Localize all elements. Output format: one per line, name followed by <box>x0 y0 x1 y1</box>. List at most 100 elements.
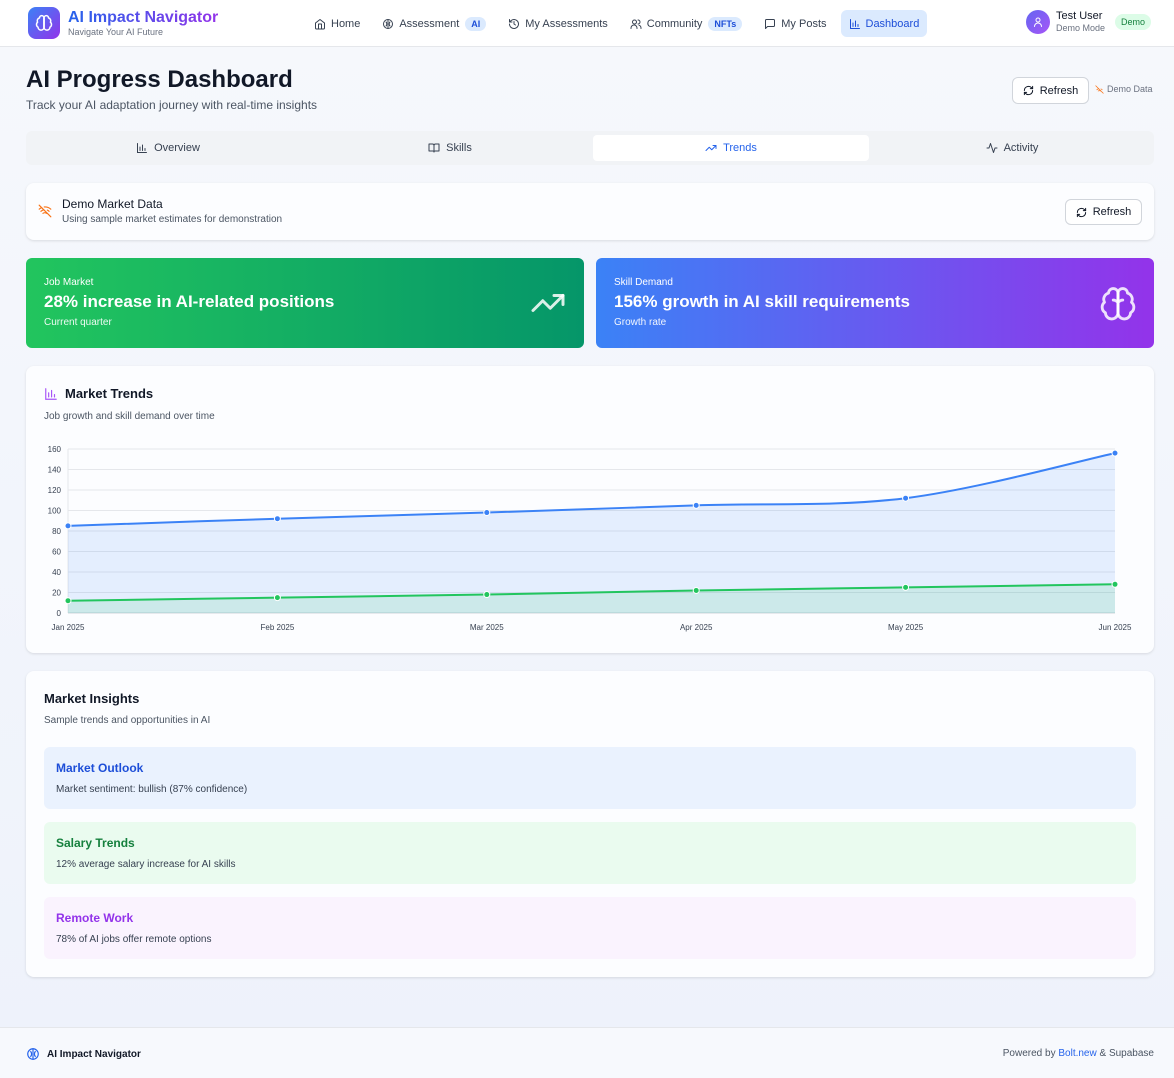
y-tick-label: 140 <box>48 466 62 475</box>
brain-icon <box>28 7 60 39</box>
footer-brand-label: AI Impact Navigator <box>47 1048 141 1060</box>
y-tick-label: 0 <box>57 609 62 618</box>
insight-title: Market Outlook <box>56 761 144 775</box>
data-point <box>692 501 700 509</box>
data-point <box>64 522 72 530</box>
nfts-badge: NFTs <box>708 16 743 31</box>
data-point <box>902 583 910 591</box>
bar-chart-icon <box>137 143 148 153</box>
market-trends-subtitle: Job growth and skill demand over time <box>44 411 215 422</box>
insights-subtitle: Sample trends and opportunities in AI <box>44 715 211 726</box>
brain-icon <box>1100 287 1136 321</box>
nav-assessment[interactable]: Assessment AI <box>374 10 494 37</box>
insight-title: Salary Trends <box>56 836 135 850</box>
nav-community[interactable]: Community NFTs <box>622 10 750 37</box>
tab-overview[interactable]: Overview <box>30 135 306 161</box>
home-icon <box>315 18 325 29</box>
market-trends-card: Market Trends Job growth and skill deman… <box>26 366 1154 653</box>
stat-value: 156% growth in AI skill requirements <box>614 292 911 311</box>
powered-by-prefix: Powered by <box>1002 1048 1056 1059</box>
nav-my-posts[interactable]: My Posts <box>756 10 834 37</box>
x-tick-label: May 2025 <box>888 623 924 632</box>
book-icon <box>428 143 440 153</box>
refresh-icon <box>1076 207 1086 217</box>
user-icon <box>1034 17 1042 27</box>
series-line <box>67 583 1116 602</box>
main-nav: Home Assessment AI My Assessments Commun… <box>306 10 933 37</box>
brain-icon <box>383 18 394 29</box>
data-point <box>273 594 281 602</box>
stat-value: 28% increase in AI-related positions <box>44 292 335 311</box>
insight-salary-trends: Salary Trends 12% average salary increas… <box>44 822 1136 884</box>
app-title: AI Impact Navigator <box>68 8 219 26</box>
job-market-card: Job Market 28% increase in AI-related po… <box>26 258 584 348</box>
nav-my-assessments-label: My Assessments <box>525 17 608 30</box>
insight-remote-work: Remote Work 78% of AI jobs offer remote … <box>44 897 1136 959</box>
y-tick-label: 80 <box>52 527 61 536</box>
demo-notice-title: Demo Market Data <box>62 197 163 211</box>
data-point <box>902 494 910 502</box>
ai-badge: AI <box>465 16 487 31</box>
insight-description: 78% of AI jobs offer remote options <box>56 934 212 945</box>
y-tick-label: 100 <box>48 507 62 516</box>
top-navigation-bar: AI Impact Navigator Navigate Your AI Fut… <box>0 0 1174 47</box>
insight-description: Market sentiment: bullish (87% confidenc… <box>56 784 248 795</box>
footer-brand[interactable]: AI Impact Navigator <box>26 1047 141 1061</box>
data-point <box>483 591 491 599</box>
tab-trends-label: Trends <box>723 142 757 154</box>
nav-my-posts-label: My Posts <box>781 17 827 30</box>
tab-skills-label: Skills <box>446 142 472 154</box>
data-point <box>692 586 700 594</box>
user-menu[interactable]: Test User Demo Mode Demo <box>1026 10 1152 34</box>
tab-trends[interactable]: Trends <box>593 135 869 161</box>
stat-note: Current quarter <box>44 317 112 328</box>
x-tick-label: Jun 2025 <box>1099 623 1132 632</box>
brand[interactable]: AI Impact Navigator Navigate Your AI Fut… <box>28 7 218 39</box>
user-mode: Demo Mode <box>1056 23 1106 33</box>
data-point <box>483 509 491 517</box>
footer: AI Impact Navigator Powered by Bolt.new … <box>0 1027 1174 1078</box>
app-subtitle: Navigate Your AI Future <box>68 26 164 37</box>
x-tick-label: Apr 2025 <box>680 623 713 632</box>
page-title: AI Progress Dashboard <box>26 66 293 93</box>
tab-activity[interactable]: Activity <box>874 135 1150 161</box>
demo-refresh-button[interactable]: Refresh <box>1065 199 1142 225</box>
insight-description: 12% average salary increase for AI skill… <box>56 859 236 870</box>
wifi-off-icon <box>38 204 52 218</box>
insight-title: Remote Work <box>56 911 134 925</box>
nav-community-label: Community <box>646 17 703 30</box>
nav-home[interactable]: Home <box>306 10 368 37</box>
data-point <box>1111 580 1119 588</box>
dashboard-tabs: Overview Skills Trends Activity <box>26 131 1154 165</box>
tab-skills[interactable]: Skills <box>312 135 588 161</box>
data-point <box>64 597 72 605</box>
footer-credits: Powered by Bolt.new & Supabase <box>1003 1048 1154 1059</box>
stat-label: Skill Demand <box>614 277 673 288</box>
y-tick-label: 60 <box>52 548 61 557</box>
y-tick-label: 120 <box>48 486 62 495</box>
demo-notice-card: Demo Market Data Using sample market est… <box>26 183 1154 240</box>
brain-icon <box>27 1048 39 1060</box>
insights-title: Market Insights <box>44 691 140 706</box>
nav-dashboard-label: Dashboard <box>865 17 920 30</box>
market-trends-title: Market Trends <box>65 386 154 401</box>
refresh-button-label: Refresh <box>1039 84 1079 97</box>
insight-market-outlook: Market Outlook Market sentiment: bullish… <box>44 747 1136 809</box>
bolt-link[interactable]: Bolt.new <box>1058 1048 1097 1059</box>
demo-data-label: Demo Data <box>1107 84 1153 94</box>
refresh-button[interactable]: Refresh <box>1012 77 1089 104</box>
nav-my-assessments[interactable]: My Assessments <box>500 10 616 37</box>
series-area <box>68 453 1115 613</box>
data-point <box>273 515 281 523</box>
demo-badge: Demo <box>1115 14 1152 30</box>
avatar <box>1026 10 1050 34</box>
trending-up-icon <box>531 294 565 312</box>
nav-assessment-label: Assessment <box>399 17 460 30</box>
y-tick-label: 20 <box>52 589 61 598</box>
market-insights-card: Market Insights Sample trends and opport… <box>26 671 1154 977</box>
powered-by-suffix: & Supabase <box>1099 1048 1155 1059</box>
nav-dashboard[interactable]: Dashboard <box>840 10 928 37</box>
refresh-icon <box>1023 85 1033 96</box>
users-icon <box>630 19 642 29</box>
market-trends-chart: 0 20 40 60 80 100 120 140 160 Jan 2025 Feb 2025 Mar… <box>48 445 1132 632</box>
